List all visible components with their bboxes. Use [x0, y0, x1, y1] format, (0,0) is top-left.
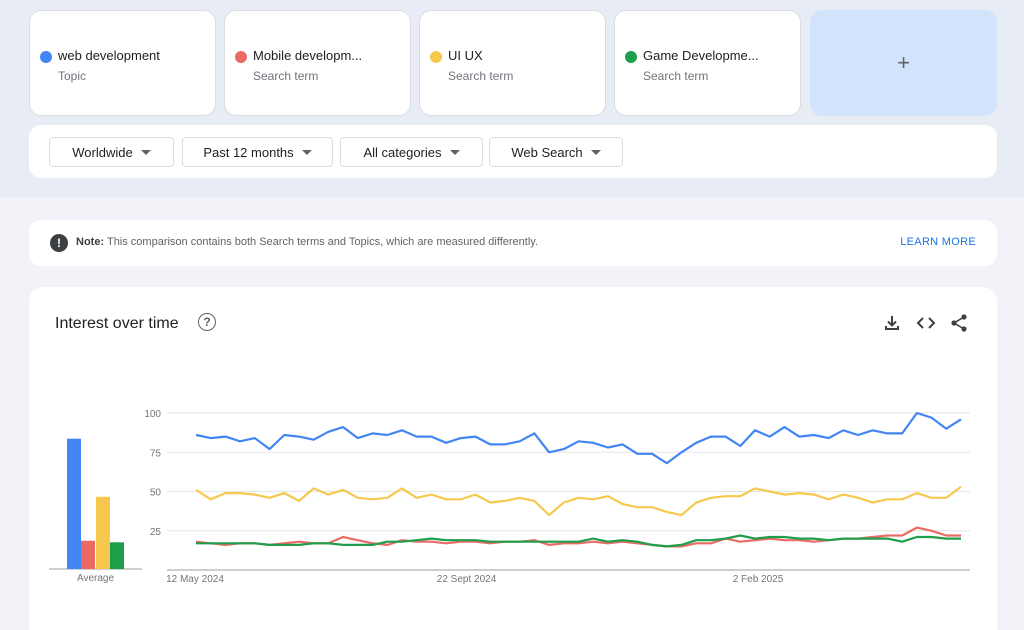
region-filter-label: Worldwide: [72, 144, 133, 160]
term-card[interactable]: Game Developme... Search term: [614, 10, 801, 116]
time-filter-label: Past 12 months: [203, 144, 294, 160]
y-tick-label: 75: [150, 448, 162, 459]
x-tick-label: 12 May 2024: [166, 574, 224, 585]
region-filter[interactable]: Worldwide: [49, 137, 174, 167]
note-banner: ! Note: This comparison contains both Se…: [29, 220, 997, 266]
term-type: Topic: [58, 69, 87, 83]
chart-title: Interest over time: [55, 315, 179, 332]
search-type-filter[interactable]: Web Search: [489, 137, 623, 167]
plus-icon: +: [897, 50, 910, 75]
category-filter[interactable]: All categories: [340, 137, 483, 167]
info-icon: !: [50, 234, 68, 252]
series-color-dot: [625, 51, 637, 63]
y-tick-label: 100: [144, 409, 161, 420]
dropdown-arrow-icon: [301, 149, 312, 155]
note-text: Note: This comparison contains both Sear…: [76, 236, 538, 248]
term-card[interactable]: Mobile developm... Search term: [224, 10, 411, 116]
add-comparison-button[interactable]: +: [810, 10, 997, 116]
interest-over-time-card: Interest over time ? 100 75 50 25 12 May 202…: [29, 287, 997, 630]
term-type: Search term: [253, 69, 319, 83]
y-tick-label: 50: [150, 488, 162, 499]
note-message: This comparison contains both Search ter…: [106, 236, 539, 248]
average-bar: [67, 438, 81, 569]
dropdown-arrow-icon: [590, 149, 601, 155]
share-icon[interactable]: [949, 313, 969, 333]
note-label: Note:: [76, 236, 105, 248]
series-color-dot: [235, 51, 247, 63]
term-card[interactable]: web development Topic: [29, 10, 216, 116]
series-line: [196, 534, 961, 548]
term-type: Search term: [643, 69, 709, 83]
download-icon[interactable]: [882, 313, 902, 333]
term-name: UI UX: [448, 48, 483, 63]
series-color-dot: [430, 51, 442, 63]
dropdown-arrow-icon: [449, 149, 460, 155]
term-name: Mobile developm...: [253, 48, 363, 63]
learn-more-link[interactable]: LEARN MORE: [900, 236, 976, 248]
series-line: [195, 485, 962, 517]
term-name: web development: [58, 48, 160, 63]
term-name: Game Developme...: [643, 48, 759, 63]
category-filter-label: All categories: [363, 144, 442, 160]
help-icon[interactable]: ?: [198, 313, 216, 331]
average-bar: [96, 496, 110, 569]
term-type: Search term: [448, 69, 514, 83]
average-label: Average: [77, 573, 115, 584]
search-type-filter-label: Web Search: [511, 144, 583, 160]
time-filter[interactable]: Past 12 months: [182, 137, 333, 167]
interest-chart: 100 75 50 25 12 May 2024 22 Sept 2024 2 Feb 20…: [49, 409, 970, 585]
average-bar: [110, 542, 124, 569]
x-tick-label: 22 Sept 2024: [437, 574, 497, 585]
x-tick-label: 2 Feb 2025: [733, 574, 784, 585]
embed-icon[interactable]: [916, 313, 936, 333]
average-bar: [81, 540, 95, 569]
y-tick-label: 25: [150, 527, 162, 538]
filters-bar: Worldwide Past 12 months All categories …: [29, 125, 997, 178]
dropdown-arrow-icon: [140, 149, 151, 155]
series-line: [195, 411, 962, 465]
series-color-dot: [40, 51, 52, 63]
term-card[interactable]: UI UX Search term: [419, 10, 606, 116]
